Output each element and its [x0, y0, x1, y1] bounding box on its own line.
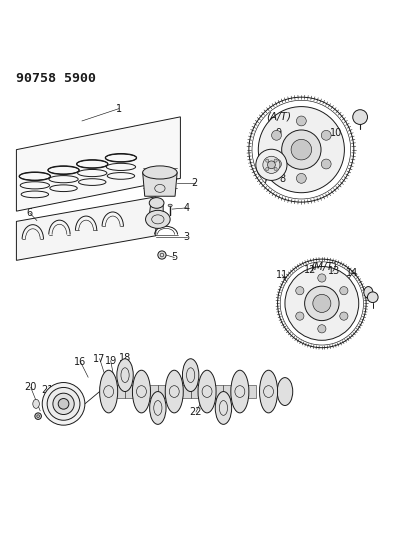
- Ellipse shape: [149, 392, 166, 424]
- Circle shape: [296, 116, 306, 126]
- Polygon shape: [125, 385, 141, 398]
- Text: 17: 17: [93, 354, 106, 364]
- Circle shape: [317, 325, 325, 333]
- Ellipse shape: [168, 204, 172, 207]
- Circle shape: [339, 312, 347, 320]
- Circle shape: [271, 131, 281, 140]
- Ellipse shape: [363, 287, 372, 298]
- Text: 14: 14: [345, 269, 357, 278]
- Polygon shape: [142, 173, 177, 196]
- Polygon shape: [16, 117, 180, 211]
- Text: 3: 3: [183, 231, 189, 241]
- Circle shape: [284, 266, 358, 340]
- Polygon shape: [108, 385, 125, 398]
- Text: 8: 8: [279, 174, 284, 184]
- Ellipse shape: [149, 198, 164, 208]
- Text: 10: 10: [329, 128, 342, 138]
- Polygon shape: [157, 385, 174, 398]
- Text: 4: 4: [183, 203, 189, 213]
- Circle shape: [273, 167, 276, 171]
- Text: (A/T): (A/T): [266, 112, 290, 122]
- Ellipse shape: [230, 370, 248, 413]
- Circle shape: [281, 130, 320, 169]
- Circle shape: [321, 159, 330, 169]
- Polygon shape: [190, 385, 207, 398]
- Text: 7: 7: [262, 175, 268, 185]
- Circle shape: [304, 286, 338, 321]
- Circle shape: [271, 159, 281, 169]
- Circle shape: [42, 383, 85, 425]
- Ellipse shape: [33, 399, 39, 408]
- Text: 20: 20: [25, 383, 37, 392]
- Circle shape: [58, 399, 69, 409]
- Text: 90758 5900: 90758 5900: [16, 72, 96, 85]
- Ellipse shape: [182, 359, 198, 392]
- Text: 13: 13: [327, 266, 339, 277]
- Ellipse shape: [198, 370, 216, 413]
- Text: 2: 2: [191, 178, 198, 188]
- Text: 22: 22: [189, 407, 202, 417]
- Text: 18: 18: [119, 353, 131, 364]
- Circle shape: [317, 274, 325, 282]
- Ellipse shape: [215, 392, 231, 424]
- Text: 1: 1: [116, 103, 121, 114]
- Circle shape: [35, 413, 41, 419]
- Polygon shape: [141, 385, 157, 398]
- Text: 19: 19: [104, 356, 117, 366]
- Circle shape: [53, 393, 74, 415]
- Ellipse shape: [145, 211, 170, 228]
- Circle shape: [265, 159, 268, 162]
- Circle shape: [366, 292, 377, 303]
- Circle shape: [352, 110, 366, 125]
- Text: 21: 21: [41, 385, 53, 395]
- Ellipse shape: [117, 359, 133, 392]
- Polygon shape: [16, 197, 155, 260]
- Circle shape: [47, 387, 80, 420]
- Polygon shape: [174, 385, 190, 398]
- Circle shape: [339, 287, 347, 295]
- Ellipse shape: [165, 370, 183, 413]
- Text: (M/T): (M/T): [310, 262, 337, 271]
- Circle shape: [265, 167, 268, 171]
- Text: 6: 6: [27, 208, 33, 218]
- Polygon shape: [239, 385, 256, 398]
- Circle shape: [312, 294, 330, 312]
- Circle shape: [262, 156, 279, 173]
- Circle shape: [258, 107, 344, 193]
- Circle shape: [290, 140, 311, 160]
- Text: 12: 12: [303, 265, 315, 275]
- Circle shape: [295, 287, 303, 295]
- Circle shape: [295, 312, 303, 320]
- Circle shape: [267, 161, 275, 169]
- Circle shape: [273, 159, 276, 162]
- Polygon shape: [223, 385, 239, 398]
- Text: 5: 5: [171, 253, 177, 262]
- Ellipse shape: [142, 166, 177, 179]
- Circle shape: [321, 131, 330, 140]
- Text: 11: 11: [275, 270, 288, 280]
- Polygon shape: [148, 203, 163, 220]
- Text: 9: 9: [275, 128, 281, 138]
- Circle shape: [296, 173, 306, 183]
- Circle shape: [157, 251, 166, 259]
- Ellipse shape: [276, 377, 292, 406]
- Ellipse shape: [259, 370, 277, 413]
- Text: 16: 16: [74, 357, 86, 367]
- Ellipse shape: [99, 370, 117, 413]
- Ellipse shape: [132, 370, 150, 413]
- Polygon shape: [207, 385, 223, 398]
- Circle shape: [255, 149, 286, 180]
